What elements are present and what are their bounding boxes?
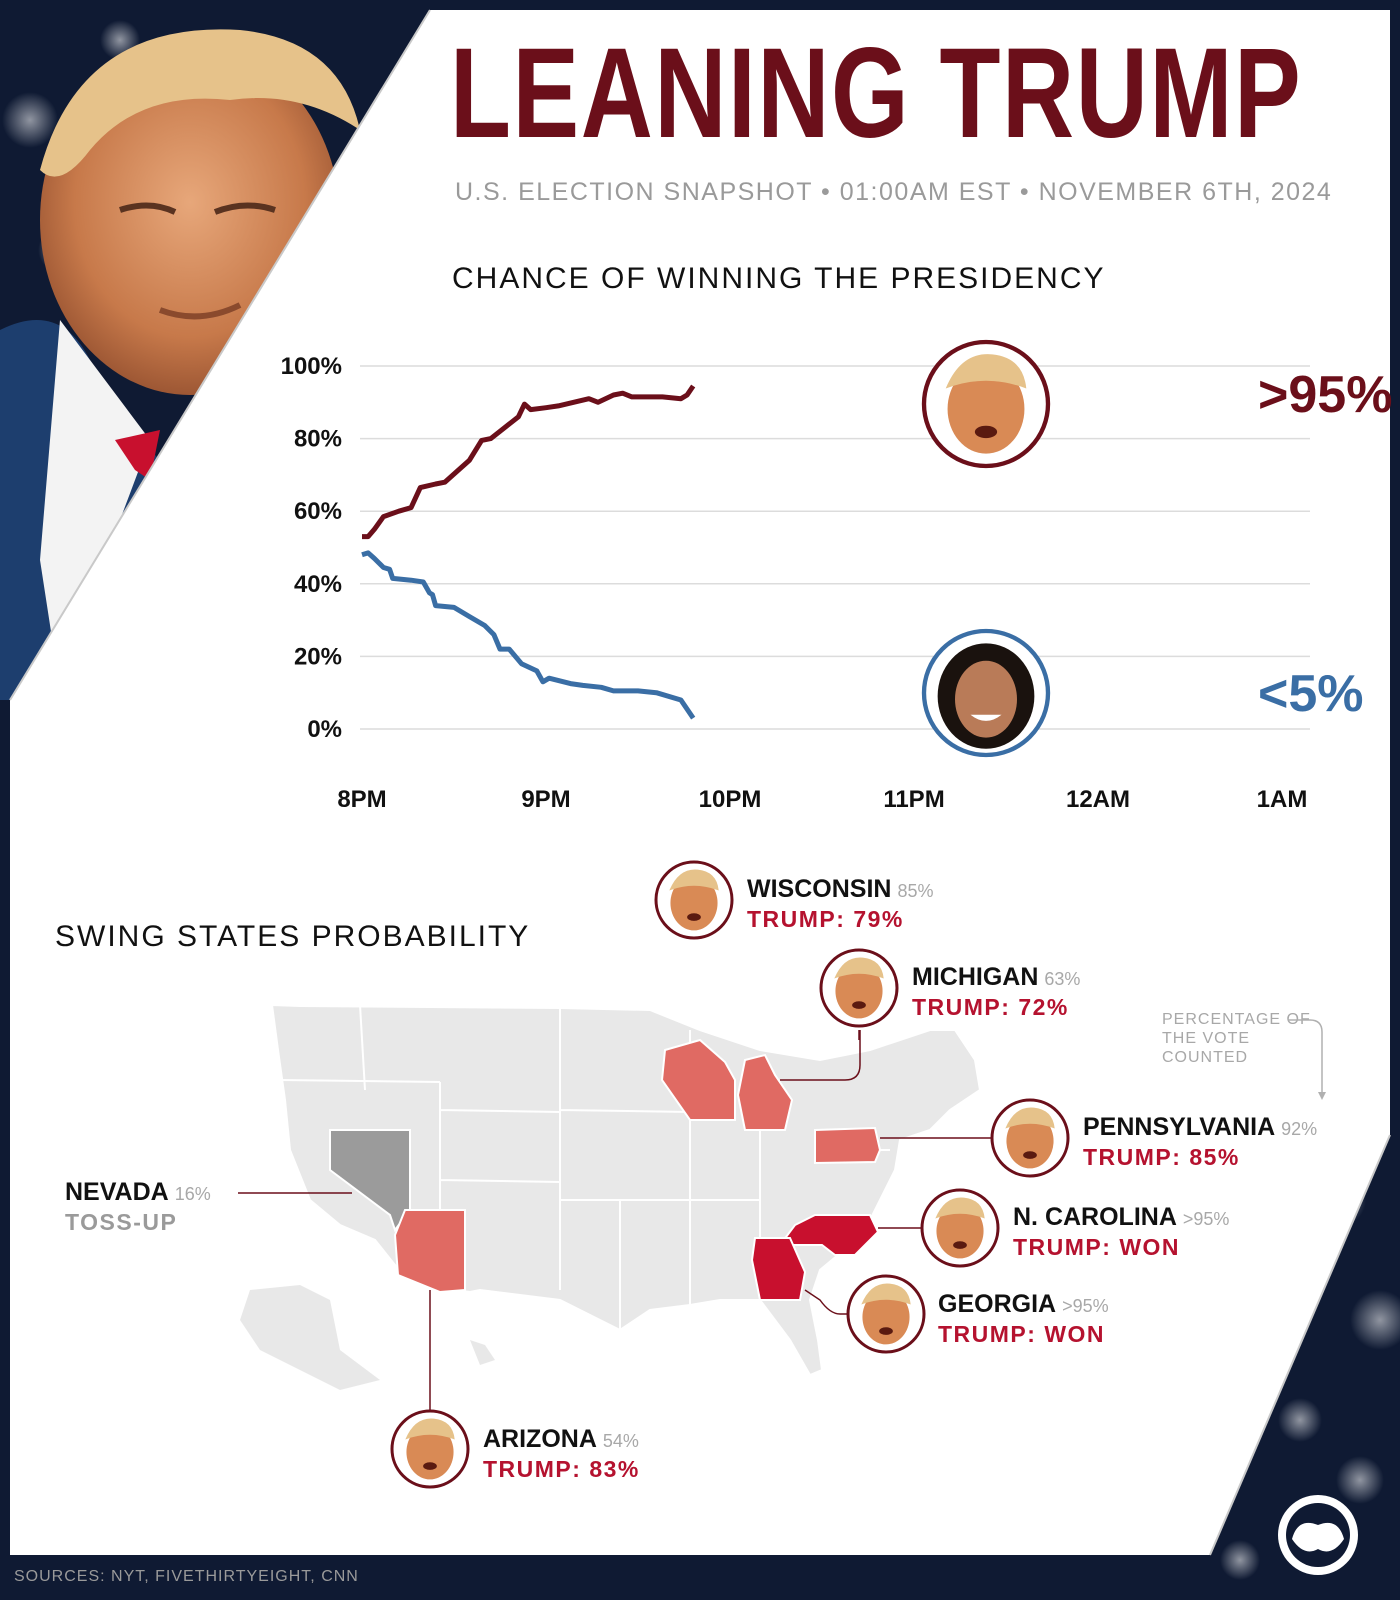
x-tick-label: 9PM	[521, 786, 570, 813]
avatar-north-carolina-icon	[920, 1188, 1000, 1268]
series-line-harris	[361, 550, 696, 720]
series-line-trump	[362, 384, 696, 540]
end-label-trump: >95%	[1258, 366, 1392, 424]
y-tick-label: 0%	[307, 716, 342, 743]
y-tick-label: 100%	[281, 353, 342, 380]
label-arizona: ARIZONA 54% TRUMP: 83%	[483, 1425, 640, 1482]
x-tick-label: 8PM	[337, 786, 386, 813]
alaska	[240, 1285, 380, 1390]
y-tick-label: 80%	[294, 426, 342, 453]
y-tick-label: 40%	[294, 571, 342, 598]
sources: SOURCES: NYT, FIVETHIRTYEIGHT, CNN	[14, 1568, 359, 1585]
x-tick-label: 10PM	[699, 786, 762, 813]
y-tick-label: 60%	[294, 498, 342, 525]
presidency-chance-chart: 100% 80% 60% 40% 20% 0% 8PM 9PM 10PM 11PM 12AM 1AM…	[281, 339, 1392, 813]
vote-counted-note: PERCENTAGE OF THE VOTE COUNTED	[1162, 1011, 1311, 1066]
label-georgia: GEORGIA >95% TRUMP: WON	[938, 1290, 1109, 1347]
state-arizona	[393, 1209, 466, 1294]
map-title: SWING STATES PROBABILITY	[55, 920, 531, 953]
avatar-arizona-icon	[390, 1409, 470, 1489]
end-label-harris: <5%	[1258, 665, 1364, 723]
avatar-wisconsin-icon	[654, 860, 734, 940]
page-title: LEANING TRUMP	[450, 22, 1303, 165]
connector-wisconsin	[780, 1030, 861, 1081]
hawaii	[470, 1340, 495, 1365]
x-tick-label: 1AM	[1257, 786, 1308, 813]
state-nevada	[329, 1129, 411, 1233]
page-subtitle: U.S. ELECTION SNAPSHOT • 01:00AM EST • N…	[455, 178, 1333, 206]
avatar-georgia-icon	[846, 1274, 926, 1354]
note-arrow-icon	[1288, 1019, 1326, 1100]
state-georgia	[750, 1237, 807, 1301]
publisher-logo-icon	[1278, 1495, 1358, 1575]
label-nevada: NEVADA 16% TOSS-UP	[65, 1178, 211, 1235]
y-tick-label: 20%	[294, 643, 342, 670]
trump-avatar-icon	[921, 339, 1051, 469]
x-tick-label: 12AM	[1066, 786, 1130, 813]
chart-title: CHANCE OF WINNING THE PRESIDENCY	[452, 262, 1106, 295]
harris-avatar-icon	[921, 628, 1051, 758]
label-michigan: MICHIGAN 63% TRUMP: 72%	[912, 963, 1081, 1020]
label-north-carolina: N. CAROLINA >95% TRUMP: WON	[1013, 1203, 1230, 1260]
x-tick-label: 11PM	[883, 786, 944, 813]
state-wisconsin	[660, 1038, 736, 1121]
avatar-michigan-icon	[819, 948, 899, 1028]
avatar-pennsylvania-icon	[990, 1098, 1070, 1178]
label-pennsylvania: PENNSYLVANIA 92% TRUMP: 85%	[1083, 1113, 1318, 1170]
connector-georgia	[804, 1289, 848, 1315]
state-michigan	[736, 1053, 794, 1131]
state-pennsylvania	[814, 1126, 882, 1165]
label-wisconsin: WISCONSIN 85% TRUMP: 79%	[747, 875, 934, 932]
